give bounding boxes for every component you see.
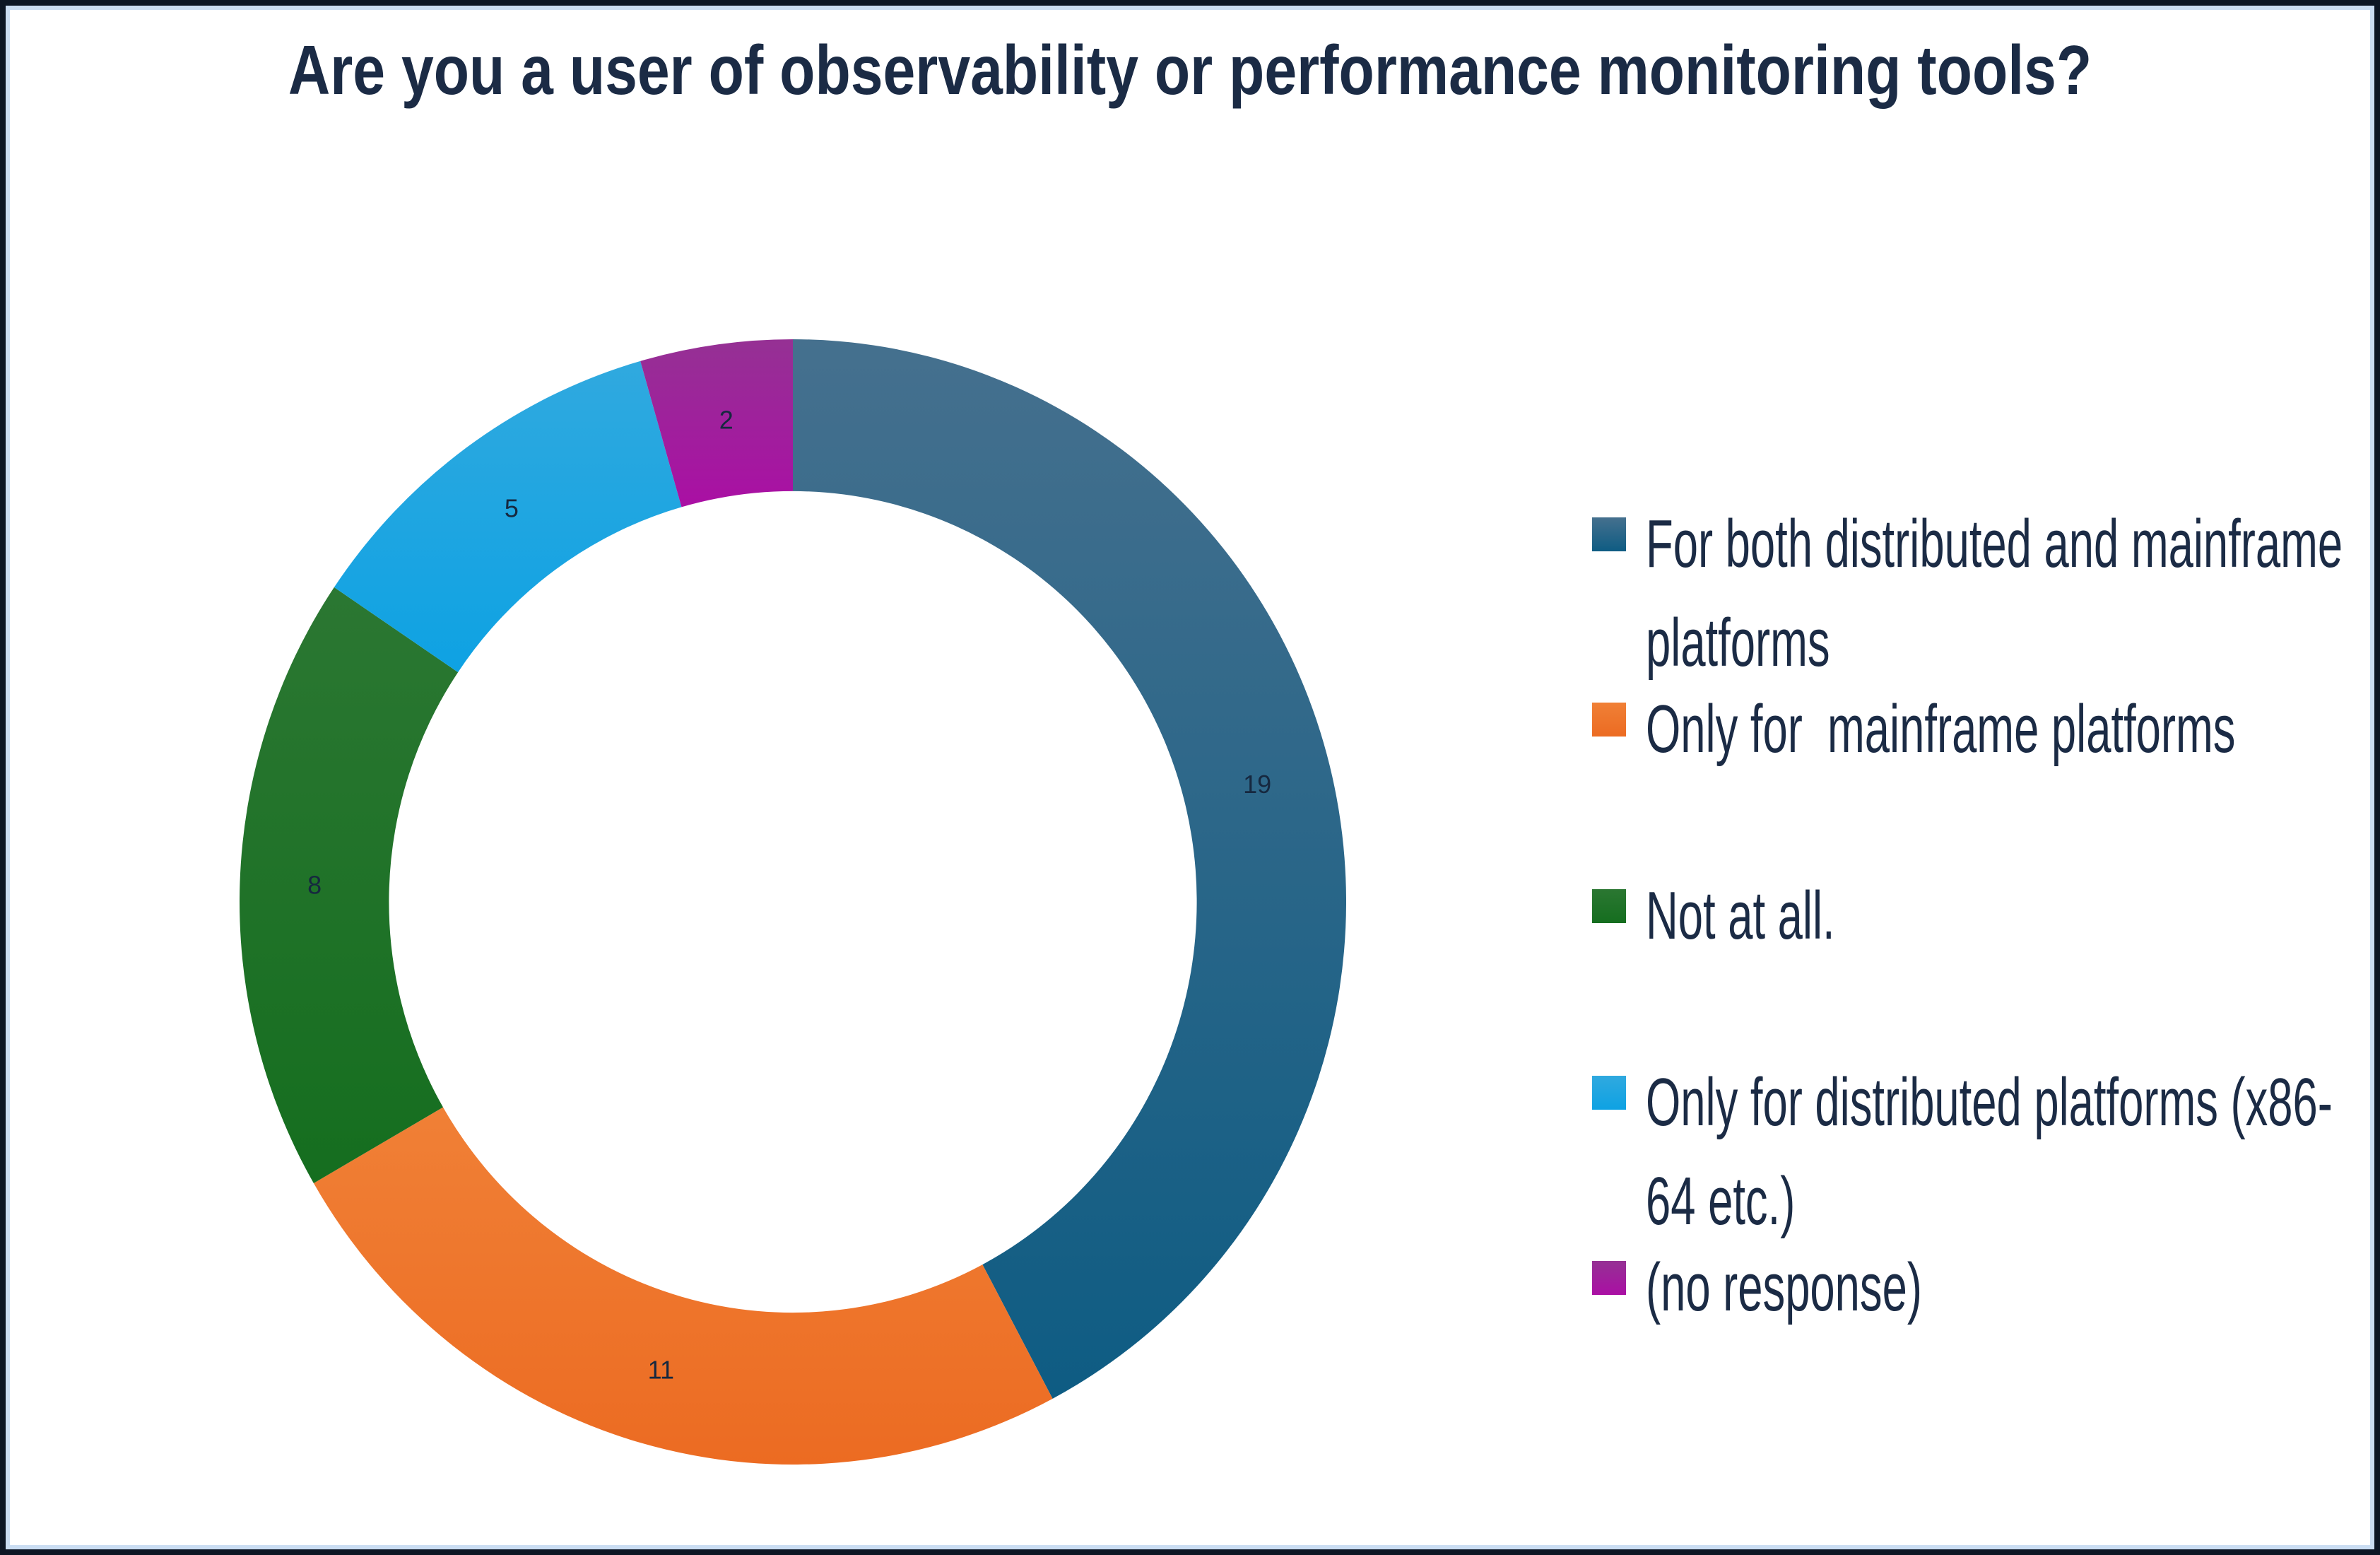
slice-data-label: 5 — [505, 493, 519, 522]
slice-data-label: 8 — [307, 870, 322, 899]
legend-item-only-distributed: Only for distributed platforms (x86-64 e… — [1592, 1053, 2380, 1251]
legend-color-swatch — [1592, 703, 1626, 737]
slice-data-label: 2 — [719, 406, 734, 435]
legend-item-label: Only for distributed platforms (x86-64 e… — [1646, 1064, 2333, 1240]
legend-item-no-response: (no response) — [1592, 1238, 2380, 1337]
donut-slice-0 — [793, 339, 1346, 1399]
legend-item-both-platforms: For both distributed and mainframe platf… — [1592, 495, 2380, 693]
legend-item-label: (no response) — [1646, 1250, 1922, 1325]
donut-slice-3 — [334, 360, 682, 673]
donut-slice-4 — [640, 339, 793, 507]
legend-item-not-at-all: Not at all. — [1592, 867, 2380, 966]
slice-data-label: 11 — [648, 1355, 674, 1384]
legend-item-label: For both distributed and mainframe platf… — [1646, 506, 2355, 681]
donut-slice-1 — [313, 1107, 1053, 1465]
legend-item-only-mainframe: Only for mainframe platforms — [1592, 680, 2380, 779]
legend-color-swatch — [1592, 1261, 1626, 1295]
legend-color-swatch — [1592, 1076, 1626, 1110]
chart-title: Are you a user of observability or perfo… — [288, 31, 2092, 109]
legend-color-swatch — [1592, 889, 1626, 923]
slice-data-label: 19 — [1243, 770, 1271, 799]
legend-item-label: Only for mainframe platforms — [1646, 691, 2236, 767]
legend-color-swatch — [1592, 517, 1626, 551]
donut-slice-2 — [240, 587, 459, 1183]
legend-item-label: Not at all. — [1646, 878, 1835, 953]
